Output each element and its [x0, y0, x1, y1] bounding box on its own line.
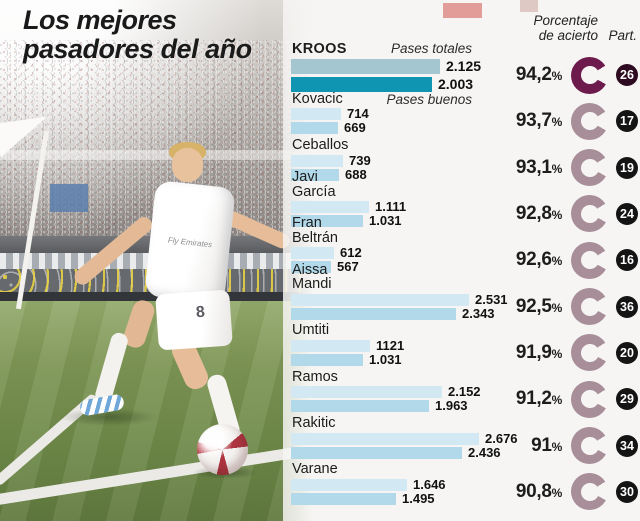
value-pases-totales: 739	[349, 152, 371, 168]
participations-badge: 24	[616, 202, 638, 225]
value-pases-totales: 2.152	[448, 384, 481, 400]
accuracy-percentage: 92,8%	[515, 202, 562, 224]
participations-badge: 20	[616, 341, 638, 364]
bar-pases-buenos	[291, 307, 456, 320]
player-name: Fran Beltrán	[292, 215, 338, 246]
stadium-sign	[50, 184, 88, 212]
accuracy-percentage: 90,8%	[515, 480, 562, 502]
accuracy-ring-icon	[571, 56, 608, 94]
shorts-number: 8	[195, 303, 206, 322]
bar-pases-totales	[291, 339, 370, 352]
participations-badge: 30	[616, 480, 638, 503]
bar-pases-totales	[291, 58, 440, 74]
bar-pases-totales	[291, 247, 334, 260]
value-pases-totales: 612	[340, 245, 362, 261]
player-name: Ramos	[292, 368, 338, 385]
column-header-participations: Part.	[608, 28, 637, 43]
value-pases-buenos: 688	[345, 166, 367, 182]
bar-pases-totales	[291, 154, 343, 167]
bar-pases-totales	[291, 432, 479, 445]
bar-pases-buenos	[291, 353, 363, 366]
accuracy-ring-icon	[571, 427, 608, 465]
value-pases-buenos: 567	[337, 259, 359, 275]
player-name: Umtiti	[292, 322, 330, 339]
accuracy-percentage: 91,2%	[515, 388, 562, 410]
player-name: KROOS	[292, 41, 347, 57]
bar-pases-totales	[291, 293, 469, 306]
title-line2: pasadores del año	[23, 33, 252, 64]
accuracy-percentage: 94,2%	[515, 64, 562, 85]
value-pases-buenos: 1.963	[435, 398, 468, 414]
value-pases-totales: 1.111	[375, 198, 407, 214]
bar-pases-buenos	[291, 76, 432, 92]
value-pases-buenos: 2.436	[468, 444, 501, 460]
accuracy-percentage: 92,6%	[515, 249, 562, 271]
bar-pases-totales	[291, 478, 407, 491]
scoreboard-photo-fragment	[520, 0, 538, 12]
player-name: Rakitic	[292, 415, 336, 432]
accuracy-percentage: 92,5%	[515, 295, 562, 317]
bar-pases-buenos	[291, 492, 396, 505]
bar-pases-buenos	[291, 168, 339, 181]
participations-badge: 29	[616, 388, 638, 411]
accuracy-ring-icon	[571, 380, 608, 418]
value-pases-totales: 714	[347, 106, 369, 122]
value-pases-totales: 2.676	[485, 430, 518, 446]
value-pases-buenos: 1.031	[369, 351, 402, 367]
accuracy-ring-icon	[571, 334, 608, 372]
participations-badge: 19	[616, 156, 638, 179]
value-pases-buenos: 669	[344, 120, 366, 136]
bar-pases-totales	[291, 386, 442, 399]
value-pases-totales: 1121	[376, 337, 405, 353]
player-photo: Fly Emirates 8	[0, 0, 332, 521]
value-pases-buenos: 2.003	[438, 76, 474, 92]
accuracy-ring-icon	[571, 195, 608, 233]
accuracy-percentage: 91,9%	[515, 341, 562, 363]
bar-pases-buenos	[291, 122, 338, 135]
player-head	[172, 148, 203, 182]
page-title: Los mejores pasadores del año	[23, 6, 252, 64]
scoreboard-photo-fragment	[443, 3, 482, 18]
value-pases-buenos: 1.495	[402, 490, 435, 506]
accuracy-ring-icon	[571, 473, 608, 511]
value-pases-totales: 2.125	[446, 58, 482, 74]
legend-pases-totales: Pases totales	[390, 41, 472, 56]
player-name: Kovacic	[292, 90, 343, 107]
participations-badge: 17	[616, 110, 638, 133]
accuracy-percentage: 93,1%	[515, 156, 562, 178]
legend-pases-buenos: Pases buenos	[386, 92, 472, 107]
accuracy-percentage: 91%	[531, 434, 562, 456]
value-pases-totales: 2.531	[475, 291, 508, 307]
player-shorts	[155, 289, 233, 351]
accuracy-ring-icon	[571, 288, 608, 326]
value-pases-buenos: 2.343	[462, 305, 495, 321]
player-name: Ceballos	[292, 137, 349, 154]
value-pases-buenos: 1.031	[369, 212, 402, 228]
participations-badge: 34	[616, 434, 638, 457]
bar-pases-buenos	[291, 400, 429, 413]
title-line1: Los mejores	[23, 5, 177, 35]
player-name: Aissa Mandi	[292, 261, 332, 293]
bar-pases-buenos	[291, 446, 462, 459]
bar-pases-totales	[291, 200, 369, 213]
column-header-percentage: Porcentaje de acierto	[533, 13, 598, 43]
participations-badge: 36	[616, 295, 638, 318]
participations-badge: 16	[616, 249, 638, 272]
accuracy-percentage: 93,7%	[515, 110, 562, 132]
accuracy-ring-icon	[571, 102, 608, 140]
bar-pases-buenos	[291, 214, 363, 227]
value-pases-totales: 1.646	[413, 476, 446, 492]
soccer-ball	[197, 424, 248, 475]
bar-pases-buenos	[291, 261, 331, 274]
player-name: Varane	[292, 461, 338, 478]
bar-pases-totales	[291, 108, 341, 121]
stand-tier-line	[0, 150, 332, 160]
participations-badge: 26	[616, 64, 638, 86]
player-name: Javi García	[292, 169, 336, 200]
accuracy-ring-icon	[571, 241, 608, 279]
accuracy-ring-icon	[571, 149, 608, 187]
